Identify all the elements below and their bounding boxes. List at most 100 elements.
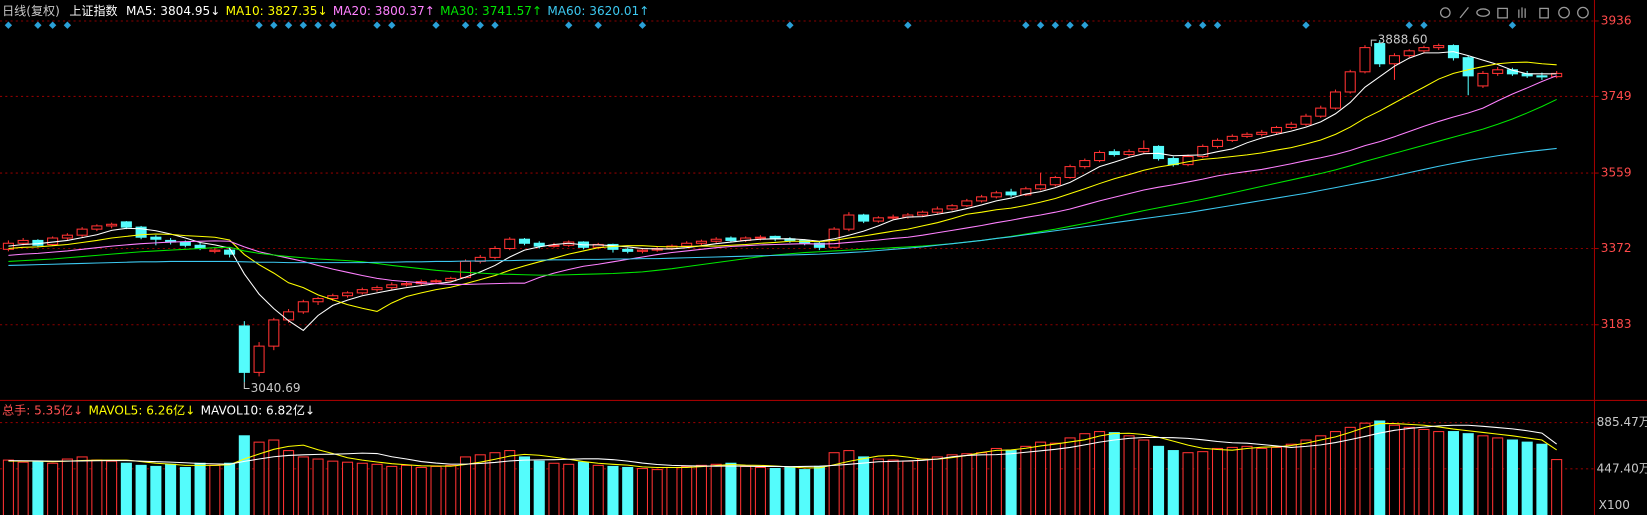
signal-marker	[63, 21, 72, 29]
candle-body	[1241, 133, 1253, 137]
signal-marker	[1051, 21, 1060, 29]
toolbar[interactable]	[1439, 6, 1589, 19]
volume-bar	[415, 466, 427, 515]
view-icon[interactable]	[1476, 8, 1491, 17]
volume-bar	[1388, 424, 1401, 515]
signal-marker	[1420, 21, 1428, 29]
volume-bar	[327, 460, 339, 515]
volume-bar	[1241, 445, 1253, 515]
signal-marker	[270, 21, 278, 29]
legend-entry: MAVOL10: 6.82亿↓	[201, 402, 316, 417]
candle-body	[858, 214, 870, 222]
volume-bar	[283, 450, 295, 515]
volume-bar	[32, 460, 44, 515]
volume-bar	[740, 465, 752, 515]
volume-bar	[1403, 426, 1415, 515]
volume-bar	[445, 464, 457, 515]
volume-bar	[2, 459, 14, 515]
candle-body	[1226, 135, 1238, 141]
candle-body	[1094, 151, 1106, 162]
volume-bar	[91, 459, 103, 515]
volume-bar	[1329, 431, 1342, 515]
volume-bar	[120, 462, 132, 515]
signal-marker	[255, 21, 263, 29]
volume-bar	[474, 454, 486, 515]
volume-bar	[858, 456, 870, 515]
candle-body	[342, 292, 354, 297]
volume-bar	[1477, 435, 1489, 515]
volume-bar	[843, 450, 855, 515]
signal-marker	[4, 21, 13, 29]
volume-bar	[342, 461, 354, 515]
volume-bar	[1020, 445, 1032, 515]
candle-body	[1462, 57, 1474, 77]
volume-bar	[1521, 441, 1533, 515]
zoom-in-icon[interactable]	[1558, 6, 1570, 19]
volume-bar	[489, 452, 501, 515]
volume-bar	[1374, 420, 1386, 515]
candle-body	[1285, 123, 1297, 129]
period-label: 日线(复权)	[2, 4, 60, 18]
candle-body	[238, 325, 250, 373]
candle-body	[150, 236, 162, 240]
candle-body	[76, 228, 88, 236]
candle-body	[1403, 50, 1415, 57]
basket-icon[interactable]	[1497, 7, 1508, 19]
volume-bar	[990, 447, 1002, 515]
ma-line	[8, 424, 1557, 468]
candle-body	[1108, 151, 1120, 156]
volume-bar	[666, 466, 678, 515]
candle-body	[725, 237, 737, 241]
volume-bar	[504, 450, 516, 515]
y-tick-label: 3372	[1601, 241, 1632, 255]
draw-icon[interactable]	[1459, 6, 1469, 19]
volume-bar	[1167, 450, 1179, 515]
candle-body	[681, 242, 693, 247]
settings-icon[interactable]	[1439, 7, 1451, 18]
volume-bar	[430, 465, 442, 515]
signal-marker	[1213, 21, 1222, 29]
candle-body	[1300, 115, 1312, 125]
legend-entry: MA60: 3620.01↑	[547, 4, 649, 18]
volume-bar	[1035, 441, 1047, 515]
legend-entry: MA10: 3827.35↓	[226, 4, 328, 18]
candle-body	[710, 238, 722, 242]
candle-body	[961, 200, 973, 207]
volume-bar	[1447, 431, 1459, 515]
volume-bar	[1108, 432, 1120, 515]
candle-body	[1256, 131, 1268, 135]
y-tick-label: 447.40万	[1597, 461, 1647, 475]
volume-bar	[1079, 433, 1091, 515]
candle-body	[976, 196, 988, 202]
legend-entry: MA5: 3804.95↓	[126, 4, 220, 18]
candle-body	[1418, 47, 1430, 52]
legend-entry: MA20: 3800.37↑	[333, 4, 435, 18]
hand-icon[interactable]	[1518, 7, 1526, 18]
volume-bar	[636, 468, 648, 515]
lock-icon[interactable]	[1539, 7, 1549, 19]
candle-body	[1035, 184, 1047, 190]
candle-body	[135, 226, 147, 238]
candle-body	[356, 289, 368, 294]
volume-bar	[1285, 443, 1297, 515]
candle-body	[430, 280, 442, 283]
candle-body	[1049, 176, 1061, 186]
legend-entry: MA30: 3741.57↑	[440, 4, 542, 18]
volume-bar	[194, 462, 206, 515]
zoom-out-icon[interactable]	[1577, 6, 1589, 19]
candle-body	[518, 238, 531, 244]
y-tick-label: 3749	[1601, 89, 1632, 103]
volume-bar	[1551, 459, 1563, 515]
volume-bar	[356, 462, 368, 515]
candle-body	[297, 301, 309, 313]
signal-marker	[1508, 21, 1517, 29]
volume-bar	[799, 469, 811, 515]
candle-body	[386, 284, 398, 289]
low-label: 3040.69	[251, 381, 301, 395]
signal-marker	[373, 21, 381, 29]
candle-body	[120, 221, 132, 228]
ma-line	[8, 75, 1557, 285]
volume-bar	[813, 465, 825, 515]
candle-body	[91, 225, 103, 230]
